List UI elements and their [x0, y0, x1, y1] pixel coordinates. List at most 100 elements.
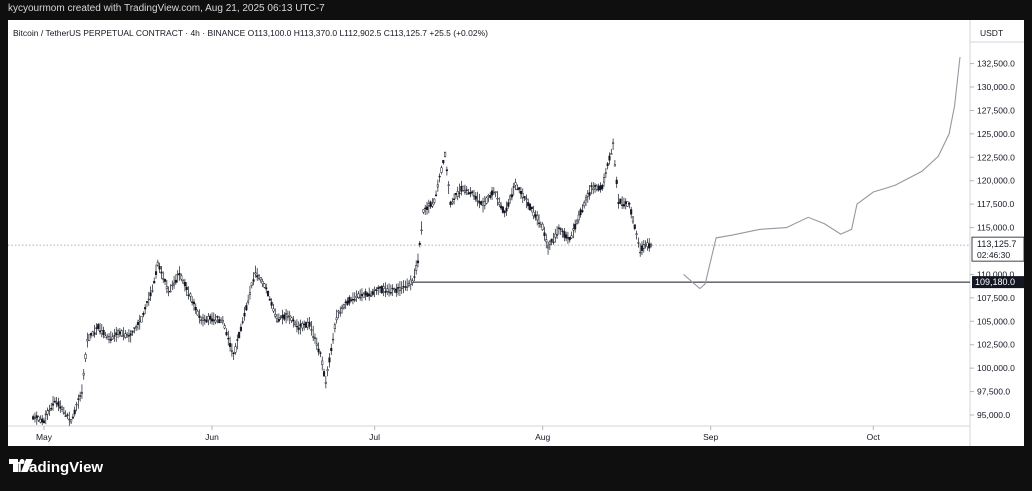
- candle-body: [250, 282, 253, 286]
- candle-body: [118, 331, 121, 335]
- tradingview-logo[interactable]: TradingView: [9, 459, 103, 476]
- candle-body: [545, 239, 548, 243]
- support-price-tag: [972, 276, 1024, 289]
- x-tick-label: Sep: [703, 432, 718, 442]
- candle-body: [238, 331, 241, 339]
- candle-body: [485, 197, 488, 204]
- candle-body: [359, 296, 362, 299]
- candle-body: [111, 336, 114, 340]
- candle-body: [153, 281, 156, 284]
- candle-body: [61, 406, 64, 410]
- candle-body: [281, 314, 284, 318]
- candle-body: [283, 314, 286, 320]
- candle-body: [597, 185, 600, 191]
- candle-body: [113, 335, 116, 337]
- candle-body: [590, 185, 593, 187]
- candle-body: [174, 279, 177, 283]
- chart-panel[interactable]: 132,500.0 130,000.0 127,500.0 125,000.0 122,…: [8, 20, 1024, 446]
- candle-body: [626, 201, 629, 207]
- x-tick-label: Aug: [535, 432, 550, 442]
- y-tick-label: 127,500.0: [977, 105, 1015, 115]
- candle-body: [124, 333, 127, 338]
- candle-body: [541, 223, 544, 231]
- candle-body: [44, 413, 47, 416]
- candle-body: [646, 242, 649, 248]
- candle-body: [32, 416, 35, 420]
- candle-body: [201, 317, 205, 322]
- candle-body: [126, 334, 129, 337]
- candle-body: [210, 318, 214, 322]
- bar-countdown: 02:46:30: [977, 250, 1010, 260]
- candle-body: [319, 352, 322, 354]
- candle-body: [559, 228, 562, 230]
- candle-body: [402, 286, 405, 288]
- footer-bar: TradingView: [0, 446, 1032, 491]
- candle-body: [257, 274, 261, 279]
- candle-body: [640, 245, 644, 251]
- candle-body: [469, 191, 472, 195]
- candle-body: [581, 210, 584, 213]
- y-tick-label: 125,000.0: [977, 129, 1015, 139]
- candle-body: [86, 339, 89, 342]
- candle-body: [75, 403, 78, 406]
- candle-body: [274, 313, 277, 317]
- candle-body: [66, 414, 69, 416]
- candle-body: [104, 335, 107, 338]
- candle-body: [453, 198, 456, 200]
- y-tick-label: 107,500.0: [977, 293, 1015, 303]
- candle-body: [418, 242, 421, 245]
- candle-body: [243, 312, 246, 317]
- candle-body: [570, 235, 573, 239]
- candle-body: [120, 330, 123, 337]
- candle-body: [98, 330, 102, 333]
- candle-body: [642, 244, 645, 249]
- candle-body: [145, 301, 149, 303]
- candle-body: [355, 295, 358, 298]
- candle-body: [117, 330, 120, 335]
- candle-body: [536, 215, 539, 221]
- candle-body: [498, 202, 501, 205]
- candle-body: [619, 198, 622, 204]
- candle-body: [557, 227, 560, 229]
- candle-body: [462, 185, 465, 191]
- candle-body: [599, 185, 602, 191]
- tradingview-logo-icon: [9, 459, 33, 472]
- candle-body: [135, 326, 138, 329]
- candle-body: [129, 333, 132, 336]
- projection-path: [683, 56, 961, 290]
- candle-body: [50, 408, 53, 410]
- candle-body: [503, 211, 506, 214]
- candle-body: [610, 153, 613, 155]
- candle-body: [577, 214, 580, 221]
- candle-body: [353, 299, 356, 301]
- candle-body: [48, 409, 51, 412]
- candle-body: [178, 272, 181, 276]
- candle-body: [413, 276, 416, 278]
- candle-body: [505, 207, 508, 212]
- candle-body: [131, 330, 134, 333]
- candle-body: [613, 164, 616, 167]
- candle-body: [176, 273, 179, 276]
- candle-body: [449, 201, 452, 205]
- candle-body: [59, 406, 62, 409]
- candle-body: [521, 193, 524, 198]
- candle-body: [245, 305, 248, 311]
- last-price-value: 113,125.7: [977, 239, 1016, 249]
- candle-body: [380, 286, 383, 294]
- candle-body: [272, 308, 275, 312]
- candle-body: [384, 291, 387, 293]
- candle-body: [182, 280, 185, 284]
- candle-body: [389, 292, 392, 294]
- price-chart[interactable]: 132,500.0 130,000.0 127,500.0 125,000.0 122,…: [8, 20, 1024, 446]
- candle-body: [286, 316, 289, 318]
- candle-body: [263, 283, 266, 288]
- y-tick-label: 117,500.0: [977, 199, 1014, 209]
- candle-body: [218, 319, 221, 323]
- candle-body: [425, 206, 429, 210]
- candle-body: [322, 371, 326, 377]
- candle-body: [252, 279, 255, 282]
- candle-body: [35, 415, 38, 418]
- candle-body: [548, 241, 551, 245]
- candle-body: [342, 304, 345, 309]
- chart-caption: kycyourmom created with TradingView.com,…: [8, 3, 325, 14]
